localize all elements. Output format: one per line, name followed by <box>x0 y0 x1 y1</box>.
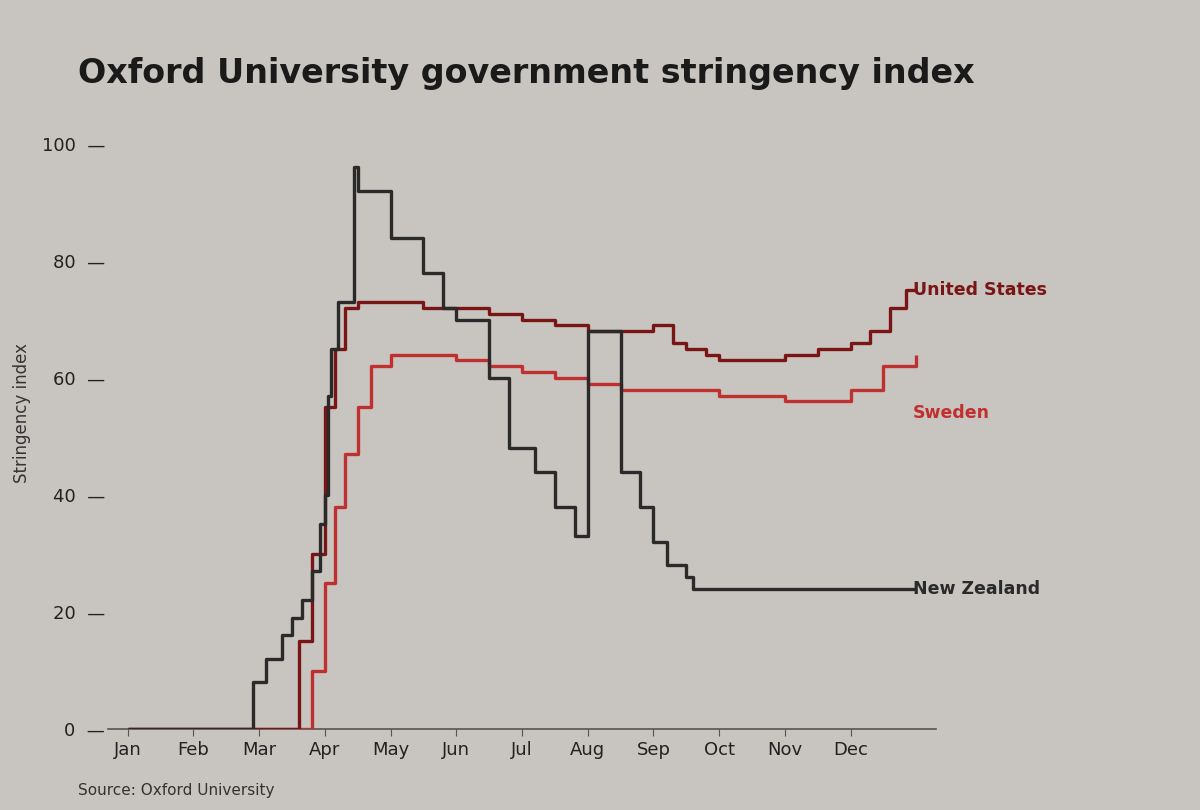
Y-axis label: Stringency index: Stringency index <box>13 343 31 483</box>
Text: United States: United States <box>913 281 1046 299</box>
Text: New Zealand: New Zealand <box>913 580 1040 598</box>
Text: Sweden: Sweden <box>913 404 990 422</box>
Text: Source: Oxford University: Source: Oxford University <box>78 782 275 798</box>
Text: Oxford University government stringency index: Oxford University government stringency … <box>78 57 974 90</box>
